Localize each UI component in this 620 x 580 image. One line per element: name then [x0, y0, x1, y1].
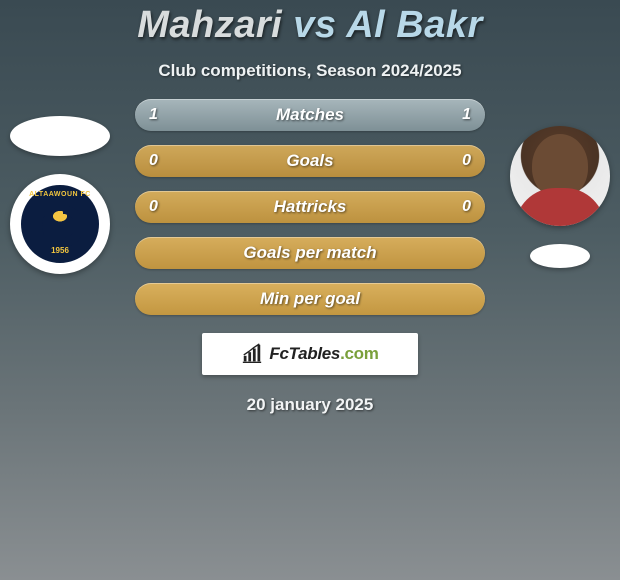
chart-icon: [241, 343, 263, 365]
logo-text: FcTables.com: [269, 344, 378, 364]
goals-left: 0: [149, 152, 158, 170]
comparison-card: Mahzari vs Al Bakr Club competitions, Se…: [0, 0, 620, 580]
matches-left: 1: [149, 106, 158, 124]
date-line: 20 january 2025: [247, 395, 374, 415]
subtitle: Club competitions, Season 2024/2025: [158, 61, 461, 81]
stat-row-matches: 1 Matches 1: [135, 99, 485, 131]
title-vs: vs: [293, 4, 336, 46]
goals-label: Goals: [286, 151, 333, 171]
title-player2: Al Bakr: [346, 4, 483, 46]
hattricks-left: 0: [149, 198, 158, 216]
stat-row-goals: 0 Goals 0: [135, 145, 485, 177]
logo-suffix: .com: [340, 344, 378, 363]
stat-rows: 1 Matches 1 0 Goals 0 0 Hattricks 0 Goal…: [0, 99, 620, 315]
matches-right: 1: [462, 106, 471, 124]
source-logo: FcTables.com: [202, 333, 418, 375]
goals-right: 0: [462, 152, 471, 170]
gpm-label: Goals per match: [243, 243, 376, 263]
stat-row-hattricks: 0 Hattricks 0: [135, 191, 485, 223]
title-player1: Mahzari: [137, 4, 282, 46]
hattricks-label: Hattricks: [274, 197, 347, 217]
stat-row-min-per-goal: Min per goal: [135, 283, 485, 315]
hattricks-right: 0: [462, 198, 471, 216]
stat-row-goals-per-match: Goals per match: [135, 237, 485, 269]
matches-label: Matches: [276, 105, 344, 125]
page-title: Mahzari vs Al Bakr: [137, 4, 483, 47]
mpg-label: Min per goal: [260, 289, 360, 309]
logo-brand: FcTables: [269, 344, 340, 363]
